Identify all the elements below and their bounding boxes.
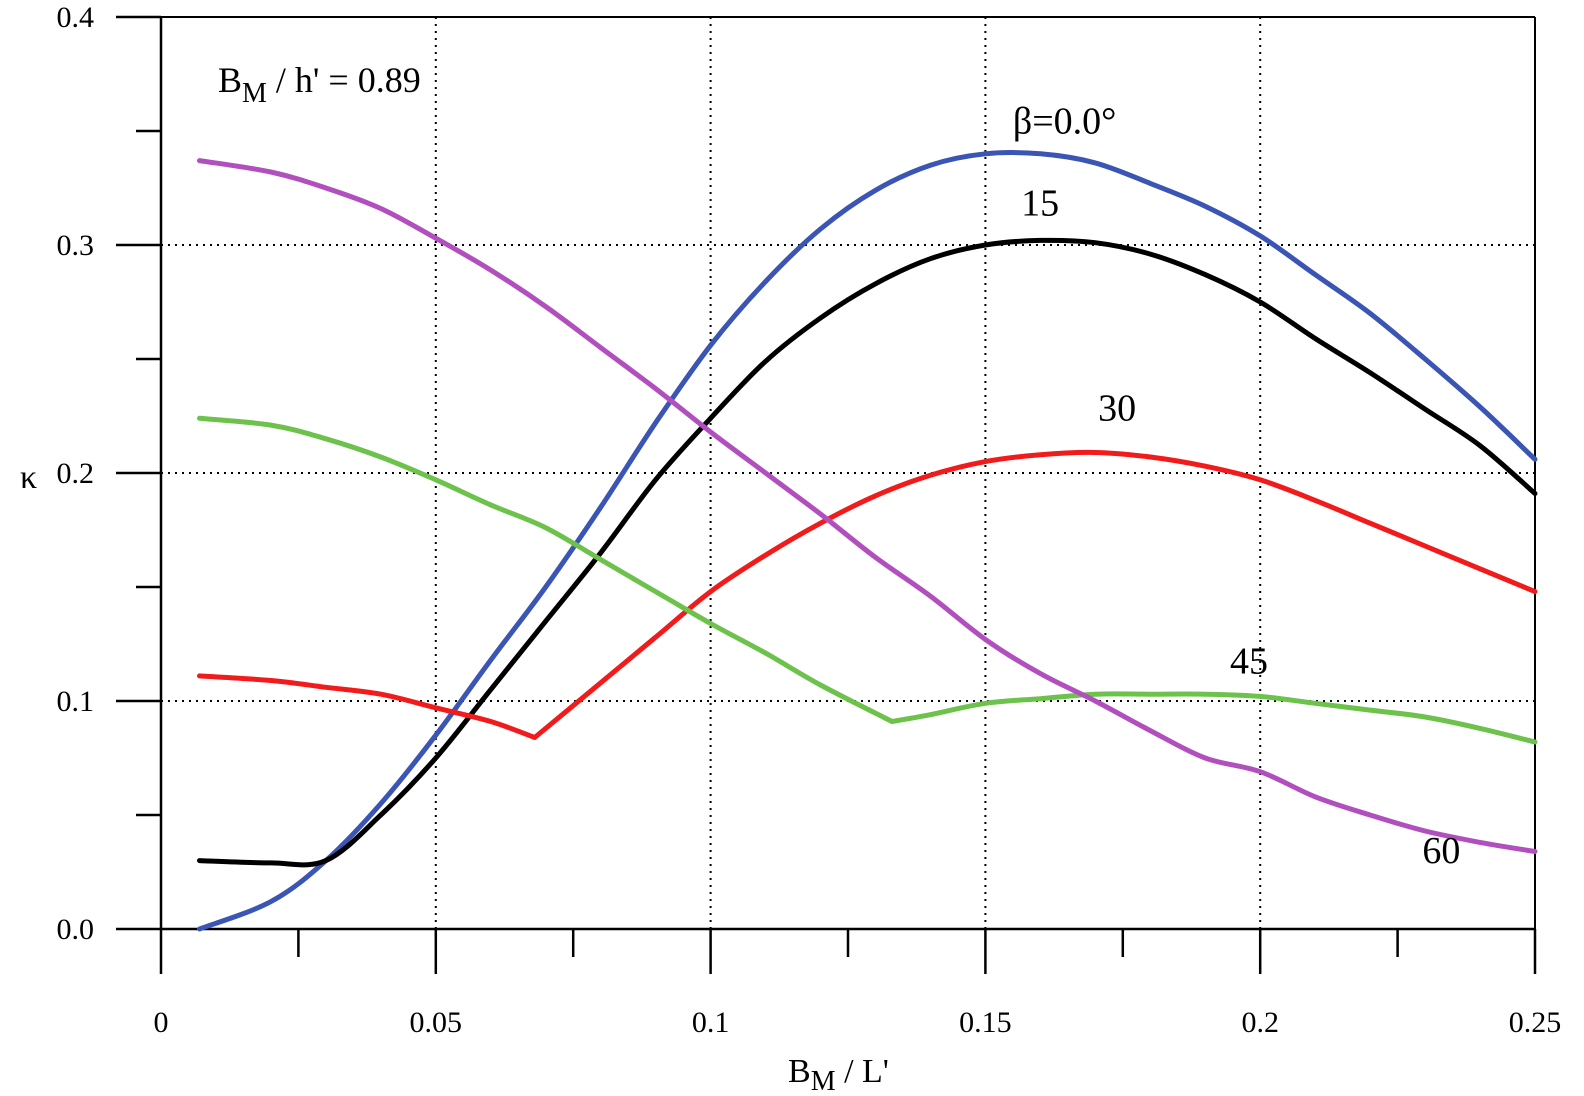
series-15-line xyxy=(197,237,1538,868)
y-tick-label: 0.2 xyxy=(57,457,95,490)
y-tick-label: 0.4 xyxy=(57,1,95,34)
y-tick-label: 0.1 xyxy=(57,685,95,718)
tick-marks xyxy=(116,15,1537,974)
y-tick-label: 0.0 xyxy=(57,913,95,946)
series-45-label: 45 xyxy=(1230,641,1268,683)
y-axis-title: κ xyxy=(20,459,37,496)
series-lines xyxy=(197,150,1538,932)
series-00-line xyxy=(197,150,1538,932)
series-45-line xyxy=(197,415,1538,745)
x-axis-title: BM / L' xyxy=(788,1053,889,1096)
series-30-label: 30 xyxy=(1098,388,1136,430)
series-60-line xyxy=(197,158,1538,854)
x-tick-label: 0.15 xyxy=(959,1006,1012,1039)
grid-lines xyxy=(161,17,1535,929)
series-30-line xyxy=(197,449,1538,740)
series-15-label: 15 xyxy=(1021,182,1059,224)
ratio-annotation: BM / h' = 0.89 xyxy=(218,60,421,109)
x-tick-label: 0 xyxy=(154,1006,169,1039)
y-tick-label: 0.3 xyxy=(57,229,95,262)
series-00-label: β=0.0° xyxy=(1013,100,1116,142)
x-tick-label: 0.2 xyxy=(1241,1006,1279,1039)
x-tick-label: 0.1 xyxy=(692,1006,730,1039)
x-tick-label: 0.25 xyxy=(1509,1006,1562,1039)
series-60-label: 60 xyxy=(1422,830,1460,872)
tick-labels: 0 0.05 0.1 0.15 0.2 0.25 0.0 0.1 0.2 0.3 0.4 xyxy=(57,1,1562,1039)
series-labels: β=0.0° 15 30 45 60 xyxy=(1013,100,1460,872)
x-tick-label: 0.05 xyxy=(410,1006,463,1039)
